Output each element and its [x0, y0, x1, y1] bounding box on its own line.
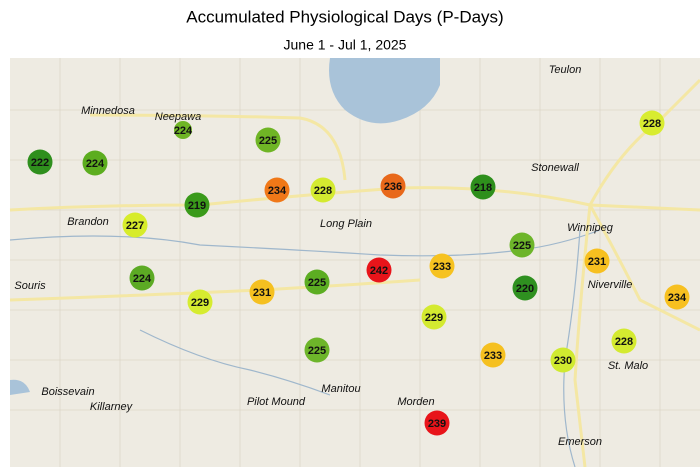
station-value: 230	[554, 355, 572, 367]
station-value: 231	[588, 256, 606, 268]
station-marker	[27, 149, 53, 175]
title: Accumulated Physiological Days (P-Days)	[186, 7, 503, 26]
station-value: 229	[191, 297, 209, 309]
town-label: Minnedosa	[81, 105, 135, 117]
station-marker	[550, 347, 576, 373]
station-value: 224	[133, 273, 152, 285]
station-marker	[129, 265, 155, 291]
station-value: 225	[259, 135, 277, 147]
station-marker	[639, 110, 665, 136]
station-value: 219	[188, 200, 206, 212]
station-value: 242	[370, 265, 388, 277]
town-label: Niverville	[588, 279, 633, 291]
station-marker	[366, 257, 392, 283]
station-marker	[255, 127, 281, 153]
station-value: 233	[433, 261, 451, 273]
town-label: Morden	[397, 396, 434, 408]
station-marker	[304, 337, 330, 363]
station-marker	[82, 150, 108, 176]
station-marker	[470, 174, 496, 200]
town-label: Winnipeg	[567, 222, 614, 234]
station-value: 225	[308, 277, 326, 289]
station-marker	[264, 177, 290, 203]
town-label: Souris	[14, 280, 46, 292]
station-marker	[664, 284, 690, 310]
town-label: Stonewall	[531, 162, 579, 174]
station-marker	[174, 121, 192, 139]
station-marker	[421, 304, 447, 330]
station-marker	[480, 342, 506, 368]
station-value: 225	[308, 345, 326, 357]
station-value: 233	[484, 350, 502, 362]
station-value: 228	[615, 336, 633, 348]
station-value: 236	[384, 181, 402, 193]
station-value: 224	[86, 158, 105, 170]
station-value: 231	[253, 287, 271, 299]
station-value: 227	[126, 220, 144, 232]
town-label: Teulon	[549, 64, 582, 76]
town-label: St. Malo	[608, 360, 648, 372]
town-label: Manitou	[321, 383, 360, 395]
town-label: Neepawa	[155, 111, 201, 123]
station-marker	[509, 232, 535, 258]
station-marker	[424, 410, 450, 436]
station-value: 234	[268, 185, 287, 197]
station-value: 228	[643, 118, 661, 130]
station-marker	[429, 253, 455, 279]
town-label: Brandon	[67, 216, 109, 228]
station-marker	[584, 248, 610, 274]
station-value: 239	[428, 418, 446, 430]
station-value: 224	[174, 125, 193, 137]
town-label: Emerson	[558, 436, 602, 448]
station-marker	[304, 269, 330, 295]
station-value: 220	[516, 283, 534, 295]
station-marker	[184, 192, 210, 218]
town-label: Pilot Mound	[247, 396, 306, 408]
town-label: Killarney	[90, 401, 134, 413]
town-label: Long Plain	[320, 218, 372, 230]
station-value: 234	[668, 292, 687, 304]
station-value: 222	[31, 157, 49, 169]
station-marker	[512, 275, 538, 301]
town-label: Boissevain	[41, 386, 94, 398]
subtitle: June 1 - Jul 1, 2025	[284, 37, 407, 53]
station-marker	[122, 212, 148, 238]
station-value: 229	[425, 312, 443, 324]
station-marker	[310, 177, 336, 203]
station-marker	[611, 328, 637, 354]
station-value: 218	[474, 182, 492, 194]
station-value: 228	[314, 185, 332, 197]
station-marker	[380, 173, 406, 199]
station-marker	[249, 279, 275, 305]
station-value: 225	[513, 240, 531, 252]
station-marker	[187, 289, 213, 315]
